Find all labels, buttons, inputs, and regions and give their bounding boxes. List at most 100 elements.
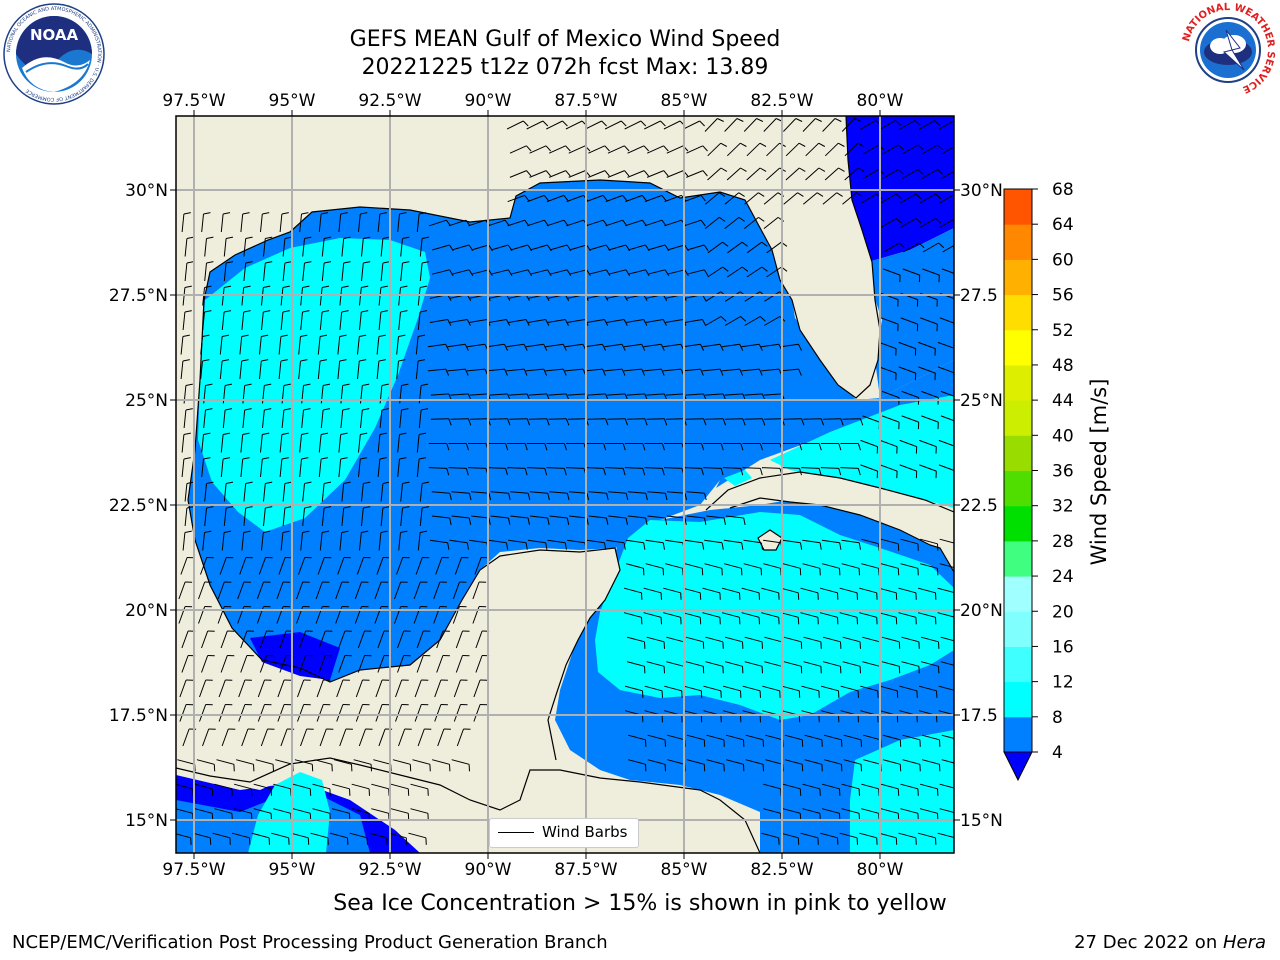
- wind-barb: [181, 212, 191, 233]
- wind-barb: [318, 655, 333, 673]
- wind-barb: [299, 457, 309, 478]
- wind-barb: [903, 242, 925, 253]
- wind-barb: [937, 612, 954, 618]
- wind-barb: [354, 581, 369, 600]
- wind-barb: [528, 418, 550, 426]
- colorbar-bin: [1004, 646, 1032, 683]
- wind-barb: [336, 704, 350, 722]
- wind-barb: [397, 212, 407, 233]
- wind-barb: [724, 216, 745, 229]
- wind-barb: [450, 418, 472, 426]
- lon-label-top: 92.5°W: [358, 91, 421, 111]
- wind-barb: [898, 587, 917, 600]
- wind-barb: [902, 759, 921, 772]
- wind-barb: [223, 481, 234, 502]
- wind-barb: [336, 679, 350, 698]
- wind-barb-legend-line: [498, 832, 534, 833]
- wind-barb: [281, 408, 291, 429]
- wind-barb: [802, 118, 822, 132]
- wind-barb: [686, 734, 706, 747]
- wind-barb: [745, 759, 764, 772]
- wind-barb: [588, 170, 610, 178]
- lon-label-top: 80°W: [857, 91, 904, 111]
- wind-barb: [455, 655, 470, 673]
- wind-barb: [623, 368, 646, 376]
- wind-barb: [239, 557, 253, 575]
- wind-barb: [416, 655, 431, 673]
- wind-barb: [549, 269, 572, 277]
- wind-barb: [860, 464, 878, 479]
- wind-barb: [527, 319, 550, 326]
- wind-barb: [584, 368, 606, 376]
- wind-barb: [417, 530, 428, 551]
- wind-barb: [414, 679, 429, 698]
- lon-label-bottom: 92.5°W: [358, 860, 421, 880]
- wind-barb: [399, 408, 409, 429]
- wind-barb: [878, 587, 898, 600]
- wind-barb: [204, 236, 214, 257]
- wind-barb: [643, 368, 665, 376]
- lon-label-bottom: 90°W: [465, 860, 512, 880]
- wind-barb: [839, 612, 858, 625]
- wind-barb: [419, 481, 430, 502]
- wind-barb: [920, 661, 940, 674]
- wind-barb: [937, 366, 954, 374]
- wind-barb: [921, 734, 941, 747]
- wind-barb: [800, 832, 819, 845]
- wind-barb: [449, 319, 471, 326]
- wind-barb: [508, 319, 530, 326]
- wind-barb: [431, 269, 454, 277]
- wind-barb: [351, 783, 370, 796]
- wind-barb: [743, 216, 765, 229]
- wind-barb: [900, 783, 919, 796]
- wind-barb: [546, 120, 568, 130]
- wind-barb: [474, 557, 489, 575]
- wind-barb: [880, 563, 900, 576]
- wind-barb: [645, 319, 667, 326]
- wind-barb: [746, 241, 768, 254]
- wind-barb: [414, 704, 429, 722]
- wind-barb: [666, 491, 688, 501]
- wind-barb: [452, 581, 467, 600]
- wind-barb: [882, 268, 901, 283]
- wind-barb: [257, 704, 272, 722]
- colorbar-tick-label: 40: [1052, 426, 1074, 446]
- wind-barb: [282, 481, 292, 502]
- wind-barb: [686, 269, 709, 277]
- wind-barb: [900, 563, 919, 576]
- wind-barb: [940, 415, 954, 422]
- lon-label-top: 85°W: [661, 91, 708, 111]
- wind-barb: [686, 759, 706, 772]
- wind-barb: [607, 145, 630, 154]
- wind-barb: [359, 530, 369, 551]
- wind-barb: [878, 366, 897, 381]
- wind-barb: [878, 341, 897, 356]
- wind-barb: [727, 241, 748, 254]
- wind-barb: [529, 491, 550, 501]
- lat-label-left: 30°N: [125, 181, 168, 201]
- wind-barb: [395, 679, 409, 698]
- wind-barb: [220, 655, 235, 673]
- wind-barb: [416, 212, 427, 233]
- wind-barb: [242, 408, 252, 429]
- wind-barb: [745, 734, 764, 747]
- wind-barb: [223, 261, 234, 282]
- wind-barb: [569, 269, 591, 277]
- wind-barb: [939, 317, 954, 324]
- wind-barb: [646, 418, 668, 426]
- wind-barb: [222, 408, 233, 429]
- map-frame: [175, 115, 955, 854]
- wind-barb: [822, 418, 844, 426]
- wind-barb: [644, 443, 665, 451]
- wind-barb: [221, 285, 232, 306]
- wind-barb: [706, 759, 725, 772]
- wind-barb: [527, 539, 548, 550]
- wind-barb: [436, 630, 450, 649]
- wind-barb: [548, 145, 571, 154]
- noaa-logo-icon: NOAA NATIONAL OCEANIC AND ATMOSPHERIC AD…: [3, 3, 105, 105]
- colorbar-tick-label: 60: [1052, 250, 1074, 270]
- wind-barb: [259, 630, 274, 649]
- wind-barb: [840, 443, 861, 451]
- wind-barb: [741, 612, 760, 625]
